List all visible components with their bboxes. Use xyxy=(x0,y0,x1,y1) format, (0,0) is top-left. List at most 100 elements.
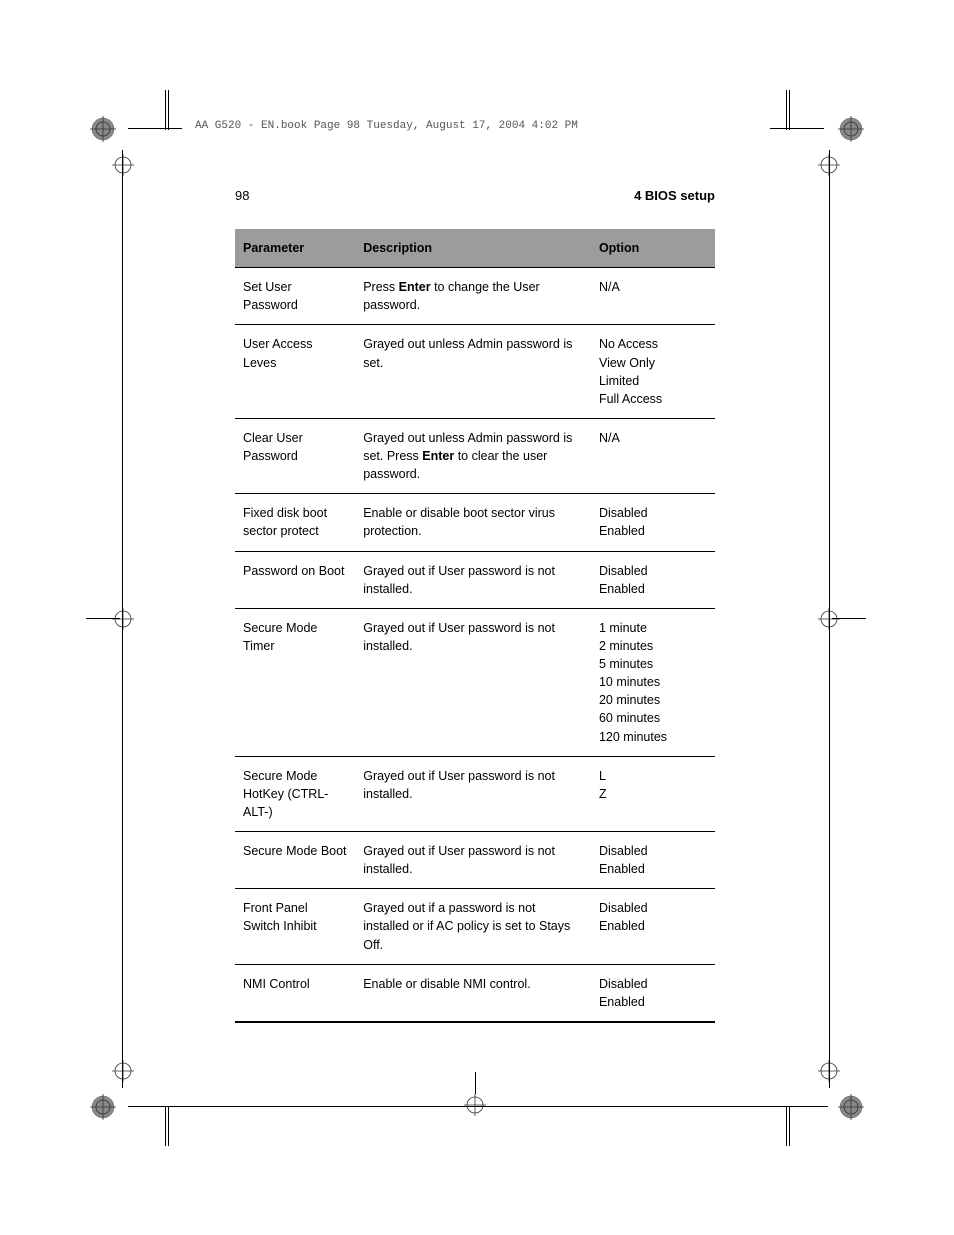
table-row: User Access LevesGrayed out unless Admin… xyxy=(235,325,715,419)
cell-parameter: Secure Mode Boot xyxy=(235,832,355,889)
option-value: 120 minutes xyxy=(599,728,707,746)
cell-parameter: Clear User Password xyxy=(235,418,355,493)
cell-option: DisabledEnabled xyxy=(591,494,715,551)
cell-option: 1 minute2 minutes5 minutes10 minutes20 m… xyxy=(591,608,715,756)
option-value: Z xyxy=(599,785,707,803)
cell-description: Grayed out if User password is not insta… xyxy=(355,608,591,756)
cell-description: Enable or disable NMI control. xyxy=(355,964,591,1022)
crop-line xyxy=(165,90,166,130)
option-value: 2 minutes xyxy=(599,637,707,655)
cell-parameter: Front Panel Switch Inhibit xyxy=(235,889,355,964)
table-row: Secure Mode BootGrayed out if User passw… xyxy=(235,832,715,889)
cell-parameter: NMI Control xyxy=(235,964,355,1022)
option-value: Enabled xyxy=(599,993,707,1011)
cell-description: Grayed out if a password is not installe… xyxy=(355,889,591,964)
page-title: 4 BIOS setup xyxy=(634,188,715,203)
reg-mark-icon xyxy=(112,1060,138,1086)
table-row: Secure Mode TimerGrayed out if User pass… xyxy=(235,608,715,756)
cell-parameter: Secure Mode HotKey (CTRL-ALT-) xyxy=(235,756,355,831)
crop-line xyxy=(832,618,866,619)
cell-option: DisabledEnabled xyxy=(591,551,715,608)
col-header-option: Option xyxy=(591,229,715,268)
reg-mark-icon xyxy=(112,608,138,634)
cell-parameter: Set User Password xyxy=(235,268,355,325)
desc-bold-text: Enter xyxy=(422,449,454,463)
option-value: Enabled xyxy=(599,580,707,598)
crop-line xyxy=(789,90,790,130)
desc-text: Grayed out if User password is not insta… xyxy=(363,844,555,876)
reg-mark-icon xyxy=(838,116,864,142)
reg-mark-icon xyxy=(112,154,138,180)
reg-mark-icon xyxy=(90,116,116,142)
table-row: Clear User PasswordGrayed out unless Adm… xyxy=(235,418,715,493)
cell-description: Grayed out if User password is not insta… xyxy=(355,832,591,889)
table-row: Front Panel Switch InhibitGrayed out if … xyxy=(235,889,715,964)
cell-description: Grayed out if User password is not insta… xyxy=(355,756,591,831)
option-value: 60 minutes xyxy=(599,709,707,727)
cell-description: Grayed out unless Admin password is set. xyxy=(355,325,591,419)
desc-bold-text: Enter xyxy=(399,280,431,294)
crop-line xyxy=(86,618,120,619)
page-content: 98 4 BIOS setup Parameter Description Op… xyxy=(235,188,715,1023)
cell-parameter: Password on Boot xyxy=(235,551,355,608)
col-header-parameter: Parameter xyxy=(235,229,355,268)
option-value: L xyxy=(599,767,707,785)
crop-line xyxy=(786,90,787,130)
reg-mark-icon xyxy=(464,1094,490,1120)
option-value: Enabled xyxy=(599,522,707,540)
crop-line xyxy=(128,128,182,129)
cell-option: No AccessView OnlyLimitedFull Access xyxy=(591,325,715,419)
option-value: Disabled xyxy=(599,842,707,860)
crop-line xyxy=(168,1106,169,1146)
option-value: N/A xyxy=(599,278,707,296)
table-row: NMI Control Enable or disable NMI control… xyxy=(235,964,715,1022)
cell-description: Grayed out if User password is not insta… xyxy=(355,551,591,608)
option-value: No Access xyxy=(599,335,707,353)
desc-text: Grayed out if a password is not installe… xyxy=(363,901,570,951)
page-number: 98 xyxy=(235,188,249,203)
crop-line xyxy=(168,90,169,130)
option-value: Enabled xyxy=(599,917,707,935)
option-value: 10 minutes xyxy=(599,673,707,691)
crop-line xyxy=(770,128,824,129)
crop-line xyxy=(165,1106,166,1146)
table-row: Secure Mode HotKey (CTRL-ALT-)Grayed out… xyxy=(235,756,715,831)
option-value: Disabled xyxy=(599,562,707,580)
option-value: Disabled xyxy=(599,504,707,522)
cell-option: LZ xyxy=(591,756,715,831)
bios-table: Parameter Description Option Set User Pa… xyxy=(235,229,715,1023)
page-header: 98 4 BIOS setup xyxy=(235,188,715,203)
option-value: 5 minutes xyxy=(599,655,707,673)
cell-parameter: Secure Mode Timer xyxy=(235,608,355,756)
option-value: Disabled xyxy=(599,975,707,993)
reg-mark-icon xyxy=(818,608,844,634)
crop-line xyxy=(475,1072,476,1094)
crop-line xyxy=(786,1106,787,1146)
crop-line xyxy=(128,1106,828,1107)
cell-option: N/A xyxy=(591,418,715,493)
desc-text: Grayed out if User password is not insta… xyxy=(363,769,555,801)
cell-description: Enable or disable boot sector virus prot… xyxy=(355,494,591,551)
running-header: AA G520 - EN.book Page 98 Tuesday, Augus… xyxy=(195,120,578,132)
reg-mark-icon xyxy=(838,1094,864,1120)
cell-parameter: User Access Leves xyxy=(235,325,355,419)
desc-text: Grayed out if User password is not insta… xyxy=(363,564,555,596)
table-header-row: Parameter Description Option xyxy=(235,229,715,268)
reg-mark-icon xyxy=(818,1060,844,1086)
option-value: 1 minute xyxy=(599,619,707,637)
crop-line xyxy=(829,150,830,1088)
cell-option: DisabledEnabled xyxy=(591,832,715,889)
table-row: Set User PasswordPress Enter to change t… xyxy=(235,268,715,325)
cell-option: DisabledEnabled xyxy=(591,889,715,964)
cell-description: Press Enter to change the User password. xyxy=(355,268,591,325)
desc-text: Grayed out if User password is not insta… xyxy=(363,621,555,653)
option-value: Limited xyxy=(599,372,707,390)
col-header-description: Description xyxy=(355,229,591,268)
option-value: Full Access xyxy=(599,390,707,408)
option-value: N/A xyxy=(599,429,707,447)
table-row: Fixed disk boot sector protectEnable or … xyxy=(235,494,715,551)
reg-mark-icon xyxy=(90,1094,116,1120)
desc-text: Enable or disable NMI control. xyxy=(363,977,530,991)
desc-text: Enable or disable boot sector virus prot… xyxy=(363,506,555,538)
option-value: Enabled xyxy=(599,860,707,878)
